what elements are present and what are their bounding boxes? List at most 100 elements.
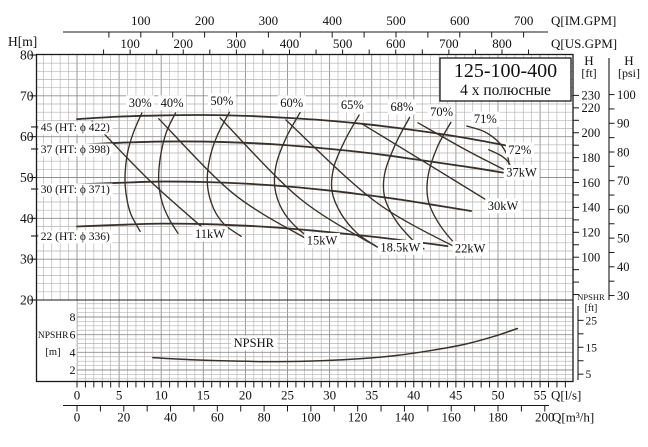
impeller-label-22-bg [38,230,113,244]
lps-tick: 20 [239,388,252,403]
head-psi-tick: 90 [617,117,630,131]
pump-poles-subtitle: 4 х полюсные [460,82,551,99]
lps-tick: 5 [116,388,123,403]
axis-label-usgpm: Q[US.GPM] [551,36,617,51]
axis-label-npshr-ft: NPSHR [577,292,605,302]
head-ft-tick: 230 [582,89,601,103]
head-m-tick: 40 [20,211,34,226]
efficiency-curve-50% [206,111,242,237]
efficiency-curve-68% [382,116,425,250]
efficiency-label-40%-text: 40% [161,96,184,110]
efficiency-label-60%-bg [277,95,306,111]
power-label-15kW-text: 15kW [307,233,338,247]
efficiency-curve-40% [157,112,179,235]
lps-tick: 15 [197,388,210,403]
efficiency-label-70%-text: 70% [430,105,453,119]
usgpm-tick: 700 [439,36,459,51]
power-label-18.5kW-text: 18.5kW [380,240,420,254]
curves [76,111,519,363]
npshr-label-text: NPSHR [234,336,275,350]
efficiency-label-50%: 50% [207,93,236,109]
axis-label-head-psi: H [624,53,633,68]
title-box: 125-100-400 4 х полюсные [439,57,572,102]
lps-tick: 45 [449,388,462,403]
imgpm-tick: 500 [386,13,406,28]
title-box-frame [439,57,572,102]
axis-label-npshr-m: NPSHR [38,331,69,341]
efficiency-label-70%-bg [427,104,456,120]
efficiency-label-68%-bg [388,99,416,115]
axis-label-lps: Q[l/s] [551,388,581,403]
usgpm-tick: 100 [120,36,140,51]
head-ft-tick: 220 [582,101,601,115]
efficiency-label-60%: 60% [277,95,306,111]
m3h-tick: 180 [488,410,508,425]
efficiency-label-65%: 65% [338,97,367,113]
imgpm-tick: 100 [131,13,151,28]
npshr-ft-tick: 25 [586,315,598,327]
npshr-m-tick: 4 [70,345,76,359]
power-label-22kW: 22kW [452,241,489,257]
axis-unit-head-psi: [psi] [618,66,640,80]
head-ft-tick: 100 [582,251,601,265]
head-m-tick: 70 [20,88,34,103]
npshr-curve [152,327,519,363]
lps-tick: 40 [407,388,420,403]
efficiency-label-70%: 70% [427,104,456,120]
lps-tick: 10 [155,388,168,403]
power-label-18.5kW-bg [377,239,423,255]
axes: 100 200 300 400 500 600 700 Q[IM.GPM]100 200 300 4… [8,13,640,425]
head-psi-tick: 50 [617,231,630,245]
efficiency-label-71%-text: 71% [474,112,497,126]
power-curve-37kW [417,122,518,177]
efficiency-label-65%-bg [338,97,367,113]
usgpm-tick: 400 [280,36,300,51]
head-ft-tick: 200 [582,126,601,140]
efficiency-label-30%: 30% [126,95,155,111]
npshr-label-bg [231,335,278,351]
imgpm-tick: 300 [259,13,279,28]
npshr-m-tick: 8 [70,310,76,324]
m3h-tick: 160 [441,410,461,425]
lps-tick: 55 [534,388,547,403]
imgpm-tick: 200 [195,13,215,28]
efficiency-label-68%-text: 68% [391,100,414,114]
power-label-22kW-text: 22kW [455,242,486,256]
head-curve-30 [76,180,472,212]
head-curve-22 [76,222,449,247]
head-m-tick: 30 [20,252,34,267]
head-psi-tick: 30 [617,289,630,303]
power-label-11kW-bg [192,226,228,242]
impeller-label-45-bg [38,121,113,135]
impeller-label-37-text: 37 (HT: ϕ 398) [41,144,110,156]
axis-label-imgpm: Q[IM.GPM] [551,13,616,28]
head-m-tick: 50 [20,170,34,185]
usgpm-tick: 200 [173,36,193,51]
efficiency-label-30%-bg [126,95,155,111]
efficiency-label-50%-bg [207,93,236,109]
axis-label-head-ft: H [584,53,593,68]
head-ft-tick: 140 [582,201,601,215]
power-label-11kW-text: 11kW [195,227,225,241]
m3h-tick: 140 [395,410,415,425]
impeller-label-22-text: 22 (HT: ϕ 336) [41,231,110,243]
power-curve-30kW [360,122,500,209]
pump-model-title: 125-100-400 [454,60,557,82]
power-label-37kW: 37kW [503,164,540,180]
axis-unit-head-ft: [ft] [581,66,596,80]
m3h-tick: 20 [117,410,130,425]
imgpm-tick: 600 [450,13,470,28]
axis-unit-npshr-ft: [ft] [585,303,598,314]
head-psi-tick: 70 [617,174,630,188]
head-curve-37 [76,140,504,174]
lps-tick: 0 [74,388,81,403]
head-psi-tick: 40 [617,260,630,274]
efficiency-curve-70% [426,121,466,253]
power-curve-15kW [157,118,309,241]
head-psi-tick: 60 [617,203,630,217]
head-psi-tick: 80 [617,145,630,159]
npshr-label-block [37,300,77,381]
efficiency-label-50%-text: 50% [210,94,233,108]
power-curve-18.5kW [219,117,380,249]
usgpm-tick: 800 [492,36,512,51]
